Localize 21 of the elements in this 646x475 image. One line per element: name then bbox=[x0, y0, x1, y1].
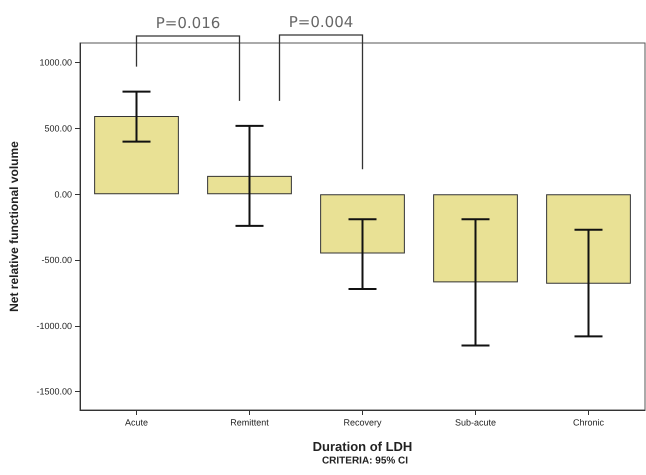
y-tick-label: 1000.00 bbox=[39, 58, 72, 68]
x-tick-label: Acute bbox=[124, 418, 148, 428]
x-tick-label: Recovery bbox=[343, 418, 382, 428]
bar bbox=[207, 176, 292, 194]
y-tick-label: 500.00 bbox=[44, 124, 72, 134]
y-tick-label: -1000.00 bbox=[36, 320, 72, 331]
y-tick-label: -1500.00 bbox=[36, 386, 72, 397]
bar bbox=[320, 194, 405, 254]
x-tick-label: Sub-acute bbox=[454, 418, 496, 428]
x-axis-title: Duration of LDH bbox=[312, 439, 412, 454]
x-tick-label: Chronic bbox=[572, 418, 605, 428]
x-tick-label: Remittent bbox=[230, 418, 270, 428]
y-tick-label: -500.00 bbox=[41, 255, 72, 266]
text: P=0.004 bbox=[288, 13, 354, 31]
text: P=0.016 bbox=[156, 14, 220, 32]
bar bbox=[94, 116, 179, 194]
y-axis-title: Net relative functional volume bbox=[7, 140, 21, 312]
bar bbox=[433, 194, 518, 282]
text: CRITERIA: 95% CI bbox=[322, 456, 408, 466]
y-tick-label: 0.00 bbox=[54, 189, 72, 200]
bar bbox=[546, 194, 631, 284]
